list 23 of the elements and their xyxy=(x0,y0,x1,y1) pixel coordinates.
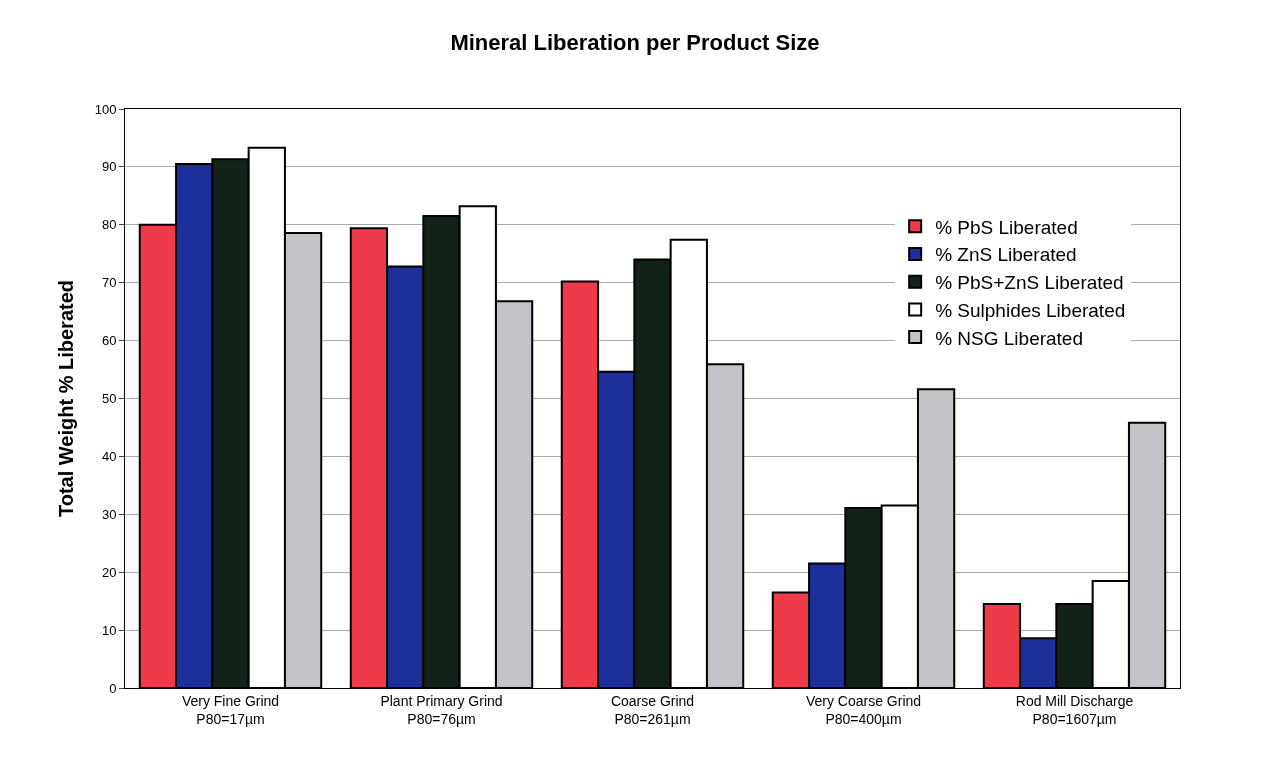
x-tick-label: Rod Mill Discharge P80=1607µm xyxy=(1015,692,1134,727)
y-tick-label: 40 xyxy=(101,448,117,464)
y-tick-label: 60 xyxy=(101,333,117,349)
y-tick-label: 70 xyxy=(101,275,117,291)
legend-label: % ZnS Liberated xyxy=(935,244,1077,266)
y-axis-title: Total Weight % Liberated xyxy=(55,279,78,518)
legend-label: % PbS+ZnS Liberated xyxy=(935,272,1124,294)
x-tick-label: Plant Primary Grind P80=76µm xyxy=(380,692,503,727)
y-tick-label: 100 xyxy=(94,101,117,117)
y-tick-label: 50 xyxy=(101,391,117,407)
x-tick-label: Very Fine Grind P80=17µm xyxy=(181,692,280,727)
legend-label: % NSG Liberated xyxy=(935,327,1084,349)
y-tick-label: 90 xyxy=(101,159,117,175)
y-tick-label: 10 xyxy=(101,622,117,638)
y-tick-label: 20 xyxy=(101,564,117,580)
legend-label: % PbS Liberated xyxy=(935,216,1078,238)
y-tick-label: 0 xyxy=(109,680,117,696)
legend-label: % Sulphides Liberated xyxy=(935,299,1126,321)
x-tick-label: Coarse Grind P80=261µm xyxy=(610,692,695,727)
chart-title: Mineral Liberation per Product Size xyxy=(450,29,820,55)
y-tick-label: 30 xyxy=(101,506,117,522)
x-tick-label: Very Coarse Grind P80=400µm xyxy=(805,692,922,727)
y-tick-label: 80 xyxy=(101,217,117,233)
